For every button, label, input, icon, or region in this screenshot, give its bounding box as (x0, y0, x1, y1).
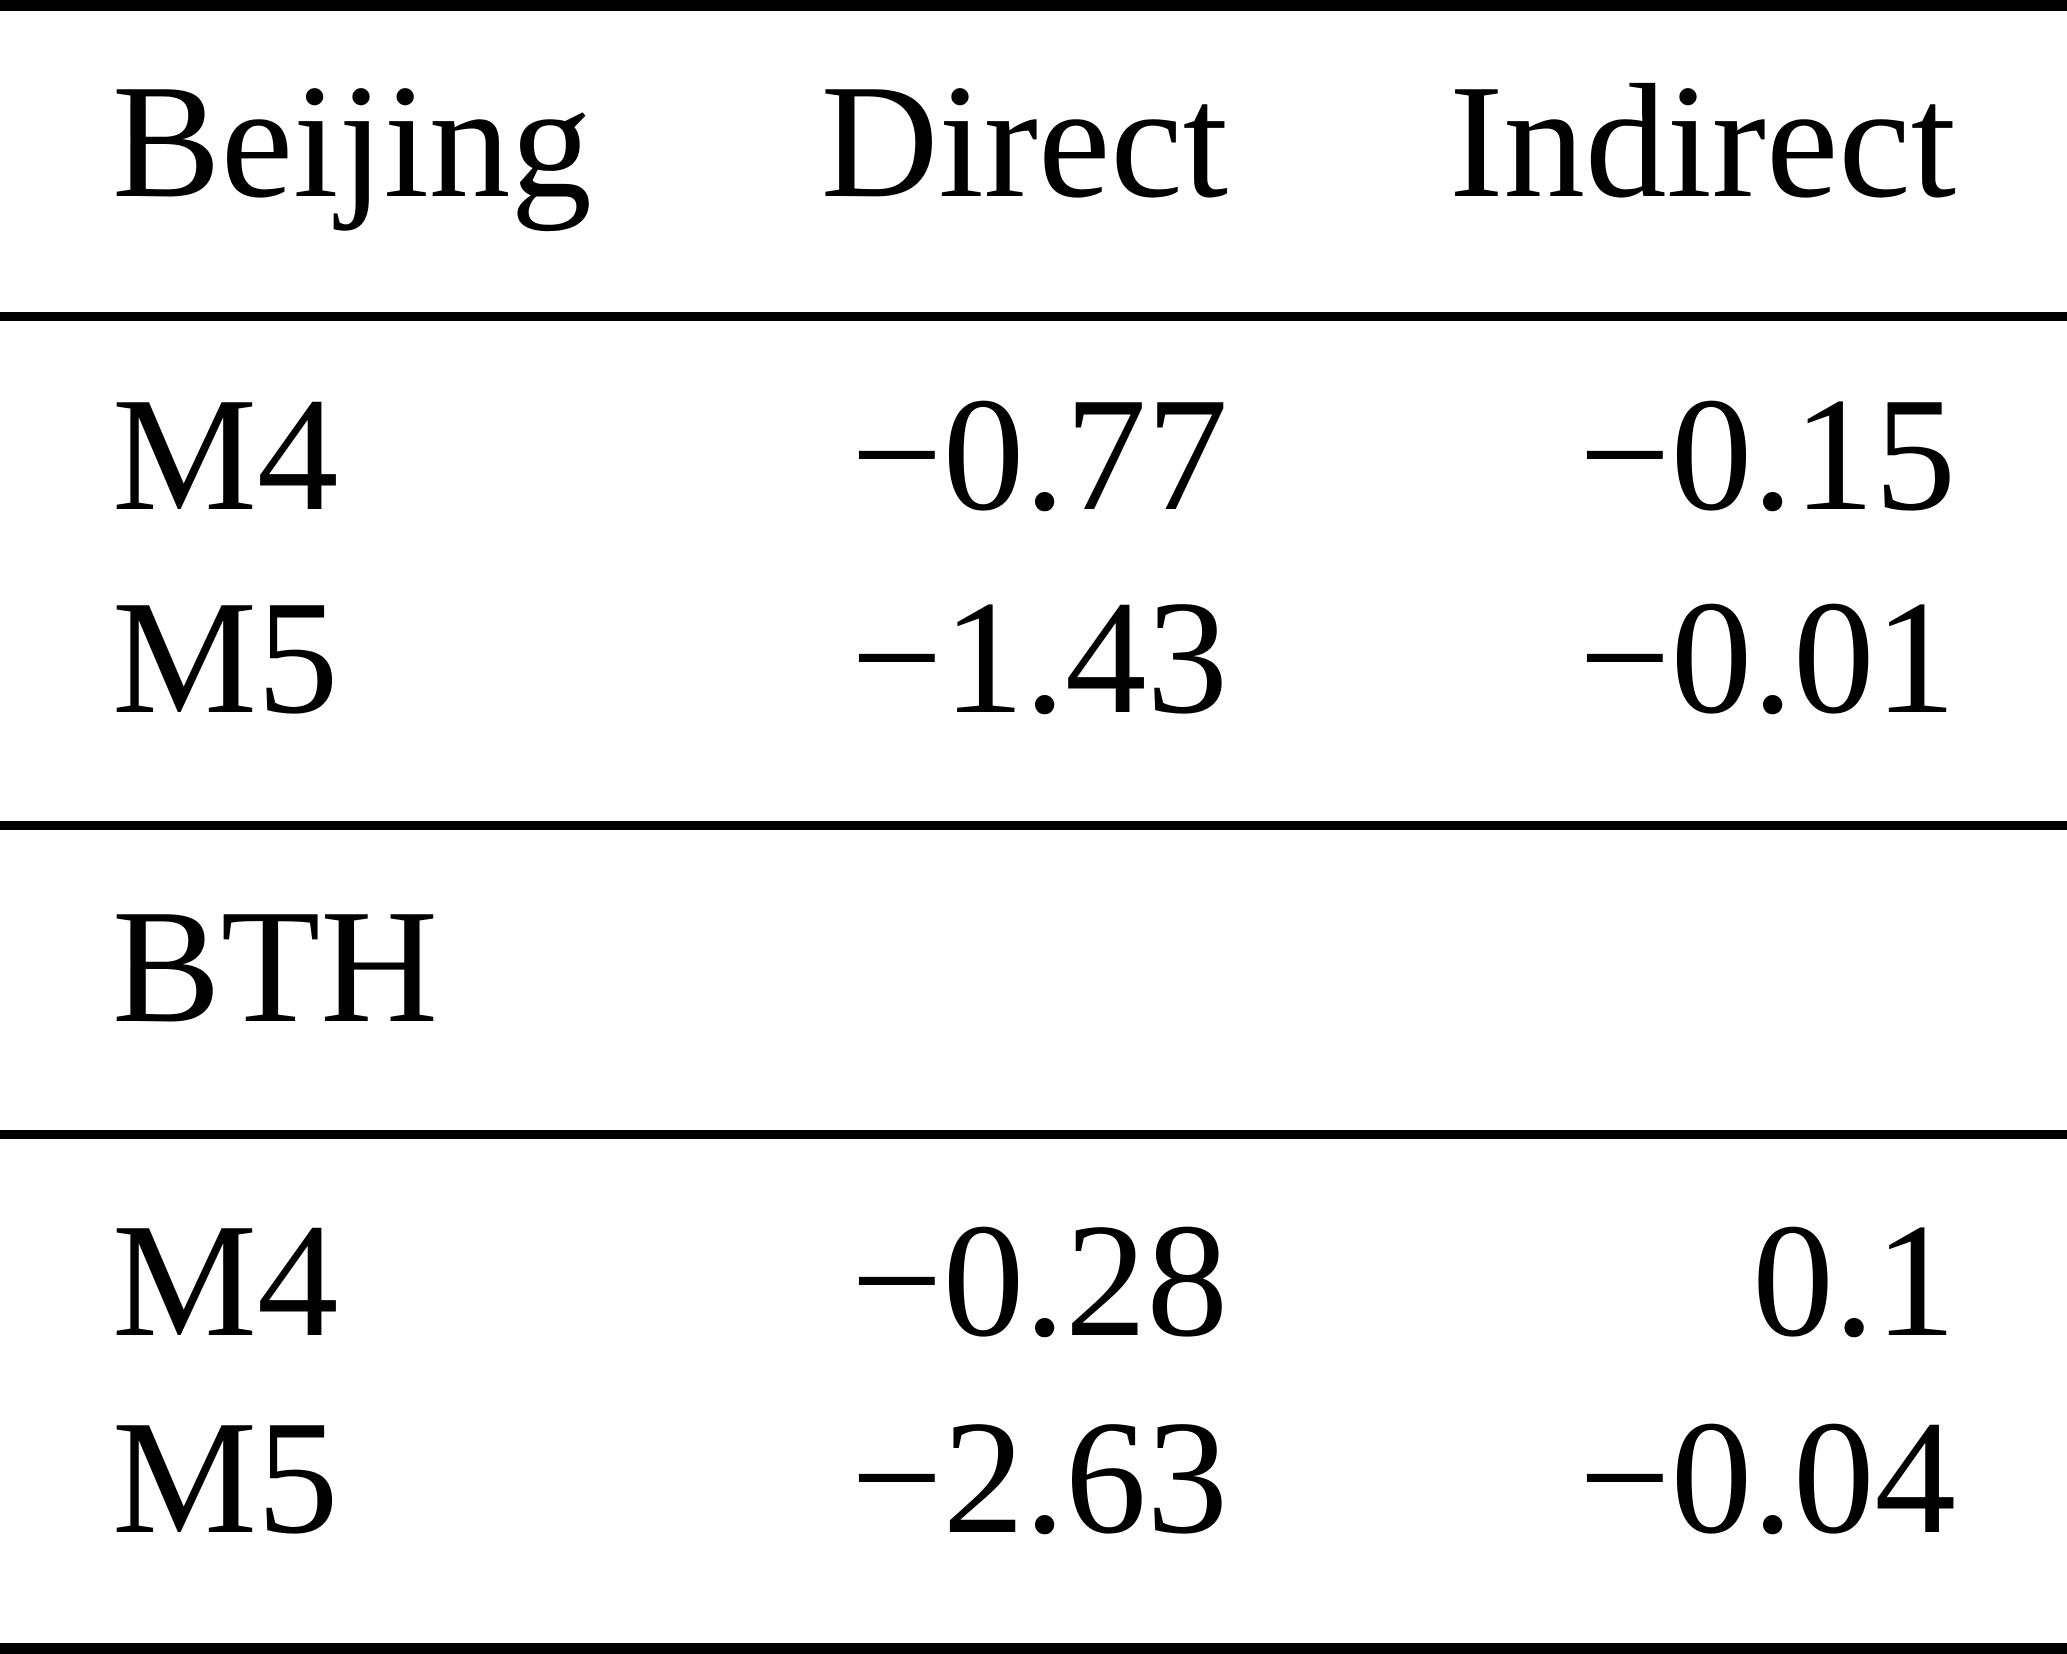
column-header-empty (1228, 886, 1956, 1049)
column-header-empty (632, 886, 1228, 1049)
table-row-beijing-m5: M5 −1.43 −0.01 (0, 577, 2067, 740)
header-row-beijing: Beijing Direct Indirect (0, 61, 2067, 224)
indirect-value-cell: −0.15 (1578, 365, 1956, 545)
row-label-cell: M4 (112, 365, 339, 545)
table-row-bth-m4: M4 −0.28 0.1 (0, 1200, 2067, 1363)
direct-value-cell: −2.63 (850, 1388, 1228, 1568)
table-rule-top (0, 0, 2067, 11)
table-rule-header-separator (0, 312, 2067, 321)
table-rule-section-separator-1 (0, 821, 2067, 830)
header-row-bth: BTH (0, 886, 2067, 1049)
indirect-value-cell: 0.1 (1752, 1191, 1956, 1371)
table-rule-bottom (0, 1643, 2067, 1654)
row-label-cell: M5 (112, 1388, 339, 1568)
table-rule-section-separator-2 (0, 1130, 2067, 1139)
section-label-beijing: Beijing (112, 52, 592, 232)
direct-value-cell: −0.77 (850, 365, 1228, 545)
table-row-bth-m5: M5 −2.63 −0.04 (0, 1397, 2067, 1560)
section-label-bth: BTH (112, 877, 438, 1057)
column-header-direct: Direct (820, 52, 1228, 232)
direct-value-cell: −1.43 (850, 568, 1228, 748)
direct-value-cell: −0.28 (850, 1191, 1228, 1371)
indirect-value-cell: −0.01 (1578, 568, 1956, 748)
column-header-indirect: Indirect (1449, 52, 1956, 232)
row-label-cell: M5 (112, 568, 339, 748)
row-label-cell: M4 (112, 1191, 339, 1371)
table-row-beijing-m4: M4 −0.77 −0.15 (0, 374, 2067, 537)
indirect-value-cell: −0.04 (1578, 1388, 1956, 1568)
